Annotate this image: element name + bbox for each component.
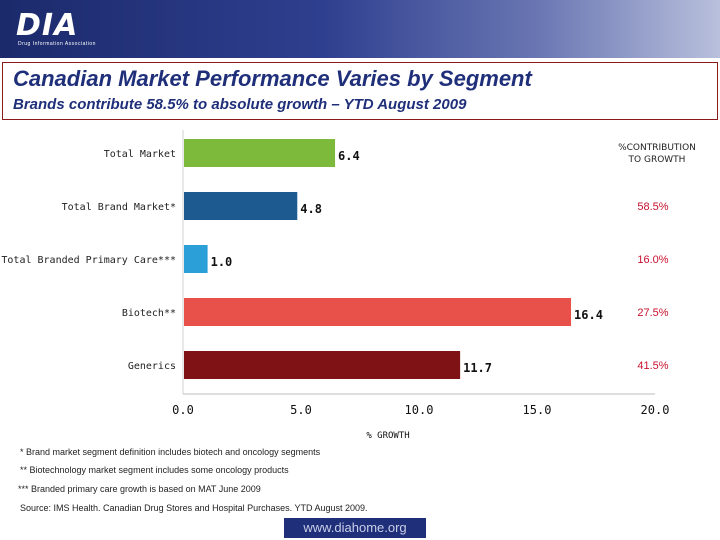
- bar-chart: Total Market 6.4 Total Brand Market* 4.8 58.…: [1, 130, 696, 441]
- category-label-1: Total Market: [104, 149, 176, 160]
- x-tick-label-4: 15.0: [523, 403, 552, 417]
- footnote-2: ** Biotechnology market segment includes…: [20, 465, 289, 475]
- bar-4: [184, 298, 572, 326]
- slide-title: Canadian Market Performance Varies by Se…: [13, 66, 532, 91]
- category-label-2: Total Brand Market*: [62, 202, 176, 213]
- contribution-2: 58.5%: [637, 201, 668, 213]
- contribution-header-line-1: %CONTRIBUTION: [618, 143, 696, 153]
- data-label-1: 6.4: [338, 149, 360, 163]
- logo-text: DIA: [16, 8, 79, 43]
- data-label-2: 4.8: [300, 202, 322, 216]
- x-tick-label-1: 0.0: [172, 403, 194, 417]
- logo-subtext: Drug Information Association: [18, 41, 96, 47]
- data-label-4: 16.4: [574, 308, 603, 322]
- contribution-header-line-2: TO GROWTH: [628, 155, 686, 165]
- category-label-4: Biotech**: [122, 308, 176, 319]
- x-tick-label-3: 10.0: [405, 403, 434, 417]
- contribution-5: 41.5%: [637, 360, 668, 372]
- footnote-3: *** Branded primary care growth is based…: [18, 484, 261, 494]
- x-tick-label-2: 5.0: [290, 403, 312, 417]
- bar-5: [184, 351, 461, 379]
- x-tick-label-5: 20.0: [641, 403, 670, 417]
- category-label-3: Total Branded Primary Care***: [1, 255, 176, 266]
- footnote-1: * Brand market segment definition includ…: [20, 447, 321, 457]
- header-banner: DIA Drug Information Association: [0, 0, 720, 58]
- x-axis-label: % GROWTH: [366, 431, 409, 441]
- bar-3: [184, 245, 208, 273]
- category-label-5: Generics: [128, 361, 176, 372]
- data-label-5: 11.7: [463, 361, 492, 375]
- footer-url[interactable]: www.diahome.org: [284, 518, 426, 538]
- dia-logo: DIA Drug Information Association: [12, 9, 112, 51]
- bar-1: [184, 139, 336, 167]
- contribution-4: 27.5%: [637, 307, 668, 319]
- slide-subtitle: Brands contribute 58.5% to absolute grow…: [13, 96, 467, 113]
- footnote-source: Source: IMS Health. Canadian Drug Stores…: [20, 503, 368, 513]
- contribution-3: 16.0%: [637, 254, 668, 266]
- data-label-3: 1.0: [211, 255, 233, 269]
- bar-2: [184, 192, 298, 220]
- title-box: Canadian Market Performance Varies by Se…: [2, 62, 718, 120]
